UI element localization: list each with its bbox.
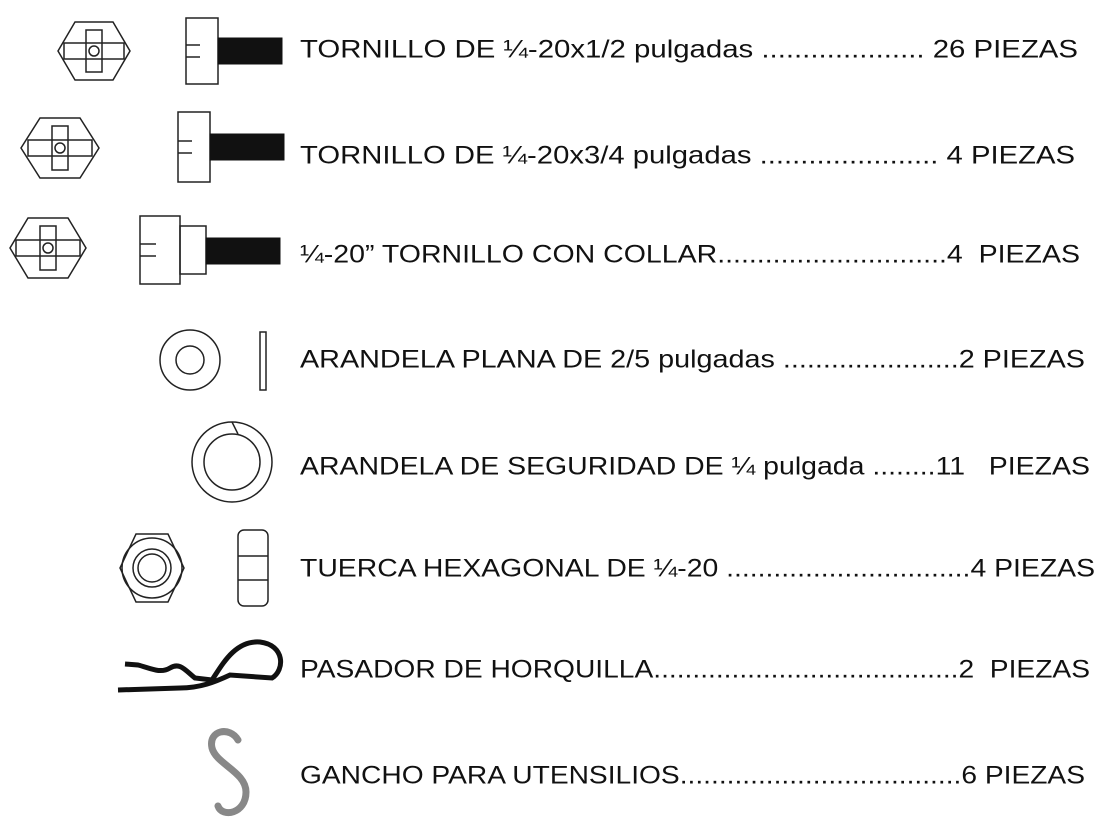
bolt-icon <box>20 111 285 183</box>
s-hook-icon <box>208 728 250 817</box>
item-text: ¼-20” TORNILLO CON COLLAR...............… <box>300 241 1080 269</box>
item-text: ARANDELA DE SEGURIDAD DE ¼ pulgada .....… <box>300 453 1090 481</box>
item-text: TORNILLO DE ¼-20x1/2 pulgadas ..........… <box>300 36 1078 64</box>
item-text: PASADOR DE HORQUILLA....................… <box>300 656 1090 684</box>
collar-bolt-icon <box>9 215 281 285</box>
hex-nut-icon <box>119 529 269 607</box>
item-text: TORNILLO DE ¼-20x3/4 pulgadas ..........… <box>300 142 1075 170</box>
item-text: TUERCA HEXAGONAL DE ¼-20 ...............… <box>300 555 1095 583</box>
flat-washer-icon <box>159 329 267 391</box>
item-text: GANCHO PARA UTENSILIOS..................… <box>300 762 1085 790</box>
bolt-icon <box>57 17 283 85</box>
hitch-pin-icon <box>117 639 284 693</box>
lock-washer-icon <box>191 421 273 503</box>
item-text: ARANDELA PLANA DE 2/5 pulgadas .........… <box>300 346 1085 374</box>
